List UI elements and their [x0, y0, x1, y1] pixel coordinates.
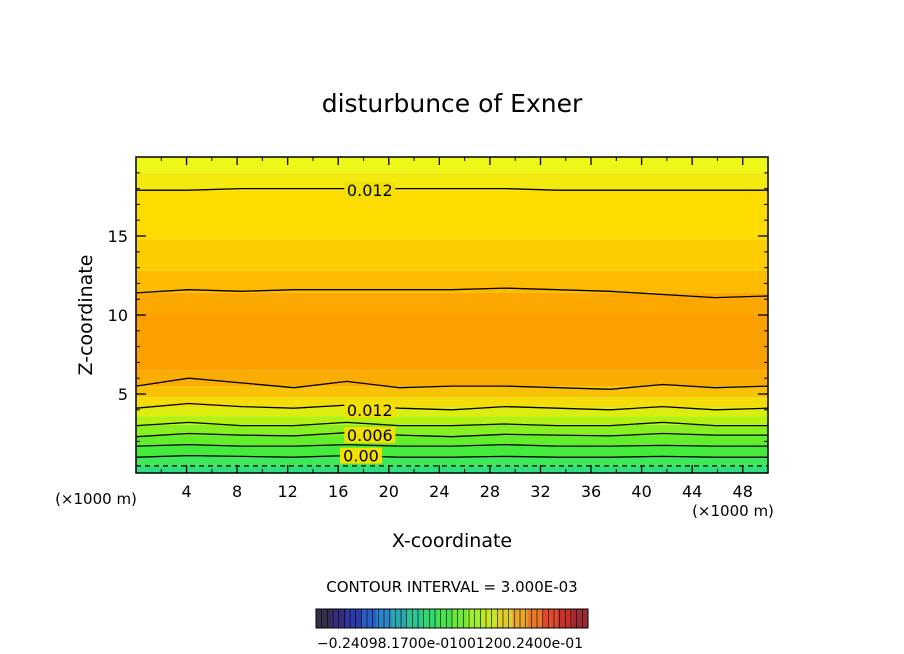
x-tick-label-10: 44: [682, 482, 702, 501]
colorbar-labels: −0.24098.1700e-01001200.2400e-01: [317, 636, 583, 652]
contour-interval-text: CONTOUR INTERVAL = 3.000E-03: [326, 578, 577, 596]
x-axis-ticks: 4 8 12 16 20 24 28 32 36 40 44 48: [160, 157, 753, 501]
color-band-4: [136, 424, 768, 436]
x-tick-label-7: 32: [530, 482, 550, 501]
y-tick-label-2: 15: [108, 227, 128, 246]
plot-area: [136, 157, 768, 473]
color-band-8: [136, 386, 768, 398]
color-band-2: [136, 445, 768, 457]
y-axis-label: Z-coordinate: [75, 255, 97, 376]
x-tick-label-2: 12: [278, 482, 298, 501]
colorbar-swatch-14: [527, 609, 543, 628]
color-band-0: [136, 465, 768, 473]
contour-label-1: 0.012: [347, 401, 393, 420]
contour-line-6: [135, 377, 769, 390]
color-band-16: [136, 157, 768, 173]
contour-label-2: 0.006: [347, 426, 393, 445]
x-tick-label-1: 8: [232, 482, 242, 501]
x-tick-label-8: 36: [581, 482, 601, 501]
contour-line-4: [135, 421, 768, 427]
color-band-13: [136, 239, 768, 271]
x-tick-label-11: 48: [733, 482, 753, 501]
color-band-1: [136, 456, 768, 466]
y-tick-label-0: 5: [118, 385, 128, 404]
color-band-10: [136, 315, 768, 371]
x-tick-label-4: 20: [379, 482, 399, 501]
color-band-11: [136, 292, 768, 315]
contour-label-bg-1: [344, 401, 396, 418]
colorbar-swatch-6: [406, 609, 423, 628]
x-axis-unit: (×1000 m): [692, 502, 774, 520]
colorbar-swatch-2: [346, 609, 362, 628]
colorbar-swatch-15: [542, 609, 559, 628]
contour-line-3: [135, 432, 768, 438]
colorbar-swatch-11: [482, 609, 498, 628]
colorbar-swatch-5: [391, 609, 407, 628]
color-band-3: [136, 435, 768, 446]
contour-label-3: 0.00: [343, 447, 379, 466]
colorbar-swatch-17: [572, 609, 589, 628]
y-tick-label-1: 10: [108, 306, 128, 325]
color-band-14: [136, 190, 768, 240]
colorbar-frame: [315, 608, 589, 629]
colorbar-swatch-3: [361, 609, 377, 628]
x-tick-label-3: 16: [328, 482, 348, 501]
x-tick-label-6: 28: [480, 482, 500, 501]
contour-label-bg-3: [339, 447, 382, 464]
colorbar: [315, 608, 589, 629]
chart-title: disturbunce of Exner: [322, 89, 583, 118]
contour-line-7: [135, 287, 769, 299]
contour-line-8: [136, 187, 768, 191]
y-axis-unit: (×1000 m): [55, 490, 137, 508]
y-axis-ticks: 5 10 15: [108, 172, 768, 458]
x-tick-label-0: 4: [181, 482, 191, 501]
contour-labels: 0.012 0.012 0.006 0.00: [339, 181, 396, 466]
color-band-9: [136, 370, 768, 387]
x-axis-label: X-coordinate: [392, 530, 512, 552]
colorbar-swatch-12: [497, 609, 513, 628]
colorbar-swatch-8: [436, 609, 453, 628]
colorbar-swatch-9: [452, 609, 468, 628]
contour-label-bg-0: [344, 182, 396, 199]
colorbar-swatch-0: [316, 609, 332, 628]
contour-label-0: 0.012: [347, 181, 393, 200]
color-band-5: [136, 416, 768, 425]
contour-label-bg-2: [344, 427, 396, 444]
color-band-6: [136, 407, 768, 417]
color-band-15: [136, 172, 768, 191]
contour-line-2: [135, 443, 768, 447]
color-band-7: [136, 397, 768, 408]
color-band-12: [136, 270, 768, 293]
x-tick-label-5: 24: [429, 482, 449, 501]
contour-lines: [135, 187, 769, 467]
x-tick-label-9: 40: [631, 482, 651, 501]
contour-line-5: [135, 402, 769, 411]
contour-line-1: [135, 454, 768, 458]
